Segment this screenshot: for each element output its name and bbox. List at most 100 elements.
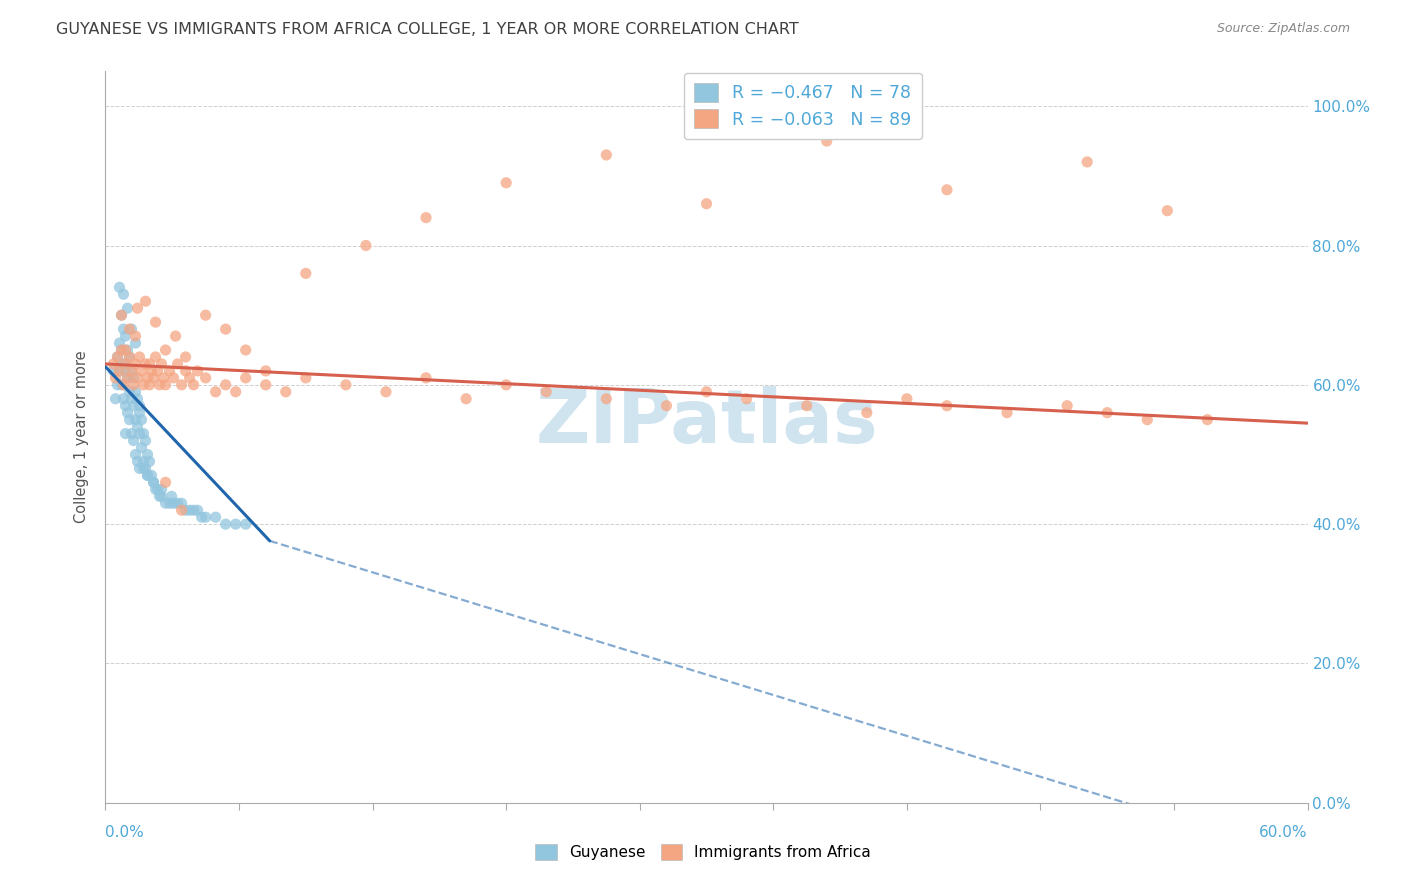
Point bbox=[138, 377, 160, 392]
Point bbox=[112, 357, 135, 371]
Point bbox=[136, 448, 159, 462]
Point bbox=[135, 434, 157, 448]
Point bbox=[235, 517, 257, 532]
Point bbox=[254, 377, 277, 392]
Point bbox=[128, 350, 150, 364]
Point bbox=[117, 343, 139, 357]
Point bbox=[166, 496, 188, 510]
Point bbox=[122, 371, 145, 385]
Point bbox=[122, 434, 145, 448]
Point bbox=[204, 384, 226, 399]
Point bbox=[936, 399, 959, 413]
Point bbox=[696, 384, 718, 399]
Point bbox=[114, 329, 136, 343]
Point bbox=[254, 364, 277, 378]
Point bbox=[295, 371, 318, 385]
Point bbox=[183, 377, 205, 392]
Point bbox=[190, 510, 212, 524]
Text: GUYANESE VS IMMIGRANTS FROM AFRICA COLLEGE, 1 YEAR OR MORE CORRELATION CHART: GUYANESE VS IMMIGRANTS FROM AFRICA COLLE… bbox=[56, 22, 799, 37]
Point bbox=[655, 399, 678, 413]
Point bbox=[187, 364, 209, 378]
Point bbox=[128, 426, 150, 441]
Point bbox=[214, 377, 236, 392]
Point bbox=[148, 489, 170, 503]
Point bbox=[595, 148, 617, 162]
Point bbox=[110, 308, 132, 322]
Point bbox=[225, 517, 247, 532]
Point bbox=[150, 357, 173, 371]
Point bbox=[128, 461, 150, 475]
Point bbox=[159, 364, 181, 378]
Point bbox=[118, 350, 141, 364]
Point bbox=[150, 483, 173, 497]
Point bbox=[107, 350, 129, 364]
Point bbox=[118, 322, 141, 336]
Point bbox=[103, 364, 125, 378]
Point bbox=[124, 357, 146, 371]
Point bbox=[165, 329, 187, 343]
Point bbox=[1076, 155, 1098, 169]
Point bbox=[148, 377, 170, 392]
Point bbox=[132, 426, 155, 441]
Point bbox=[110, 308, 132, 322]
Point bbox=[141, 364, 163, 378]
Point bbox=[162, 371, 184, 385]
Point bbox=[152, 371, 174, 385]
Point bbox=[174, 503, 197, 517]
Point bbox=[155, 343, 177, 357]
Text: ZIPatlas: ZIPatlas bbox=[536, 386, 877, 459]
Point bbox=[145, 350, 167, 364]
Point bbox=[117, 406, 139, 420]
Point bbox=[1097, 406, 1119, 420]
Point bbox=[179, 371, 201, 385]
Point bbox=[815, 134, 838, 148]
Point bbox=[131, 441, 153, 455]
Point bbox=[127, 392, 149, 406]
Point bbox=[170, 503, 193, 517]
Point bbox=[142, 371, 165, 385]
Point bbox=[145, 483, 167, 497]
Point bbox=[235, 371, 257, 385]
Point bbox=[121, 426, 143, 441]
Point bbox=[107, 350, 129, 364]
Legend: Guyanese, Immigrants from Africa: Guyanese, Immigrants from Africa bbox=[529, 838, 877, 866]
Point bbox=[145, 315, 167, 329]
Text: Source: ZipAtlas.com: Source: ZipAtlas.com bbox=[1216, 22, 1350, 36]
Point bbox=[135, 461, 157, 475]
Point bbox=[735, 392, 758, 406]
Point bbox=[124, 412, 146, 426]
Point bbox=[127, 419, 149, 434]
Point bbox=[995, 406, 1018, 420]
Point bbox=[187, 503, 209, 517]
Point bbox=[136, 468, 159, 483]
Point bbox=[214, 517, 236, 532]
Point bbox=[104, 392, 127, 406]
Point bbox=[936, 183, 959, 197]
Point bbox=[415, 371, 437, 385]
Point bbox=[118, 350, 141, 364]
Point bbox=[495, 377, 517, 392]
Point bbox=[142, 475, 165, 490]
Point bbox=[114, 343, 136, 357]
Point bbox=[855, 406, 877, 420]
Point bbox=[896, 392, 918, 406]
Point bbox=[194, 510, 217, 524]
Point bbox=[204, 510, 226, 524]
Y-axis label: College, 1 year or more: College, 1 year or more bbox=[75, 351, 90, 524]
Point bbox=[112, 377, 135, 392]
Point bbox=[170, 496, 193, 510]
Point bbox=[155, 475, 177, 490]
Point bbox=[118, 384, 141, 399]
Point bbox=[131, 412, 153, 426]
Text: 0.0%: 0.0% bbox=[105, 825, 145, 840]
Point bbox=[170, 377, 193, 392]
Point bbox=[107, 377, 129, 392]
Point bbox=[132, 461, 155, 475]
Point bbox=[1056, 399, 1078, 413]
Point bbox=[110, 343, 132, 357]
Legend: R = −0.467   N = 78, R = −0.063   N = 89: R = −0.467 N = 78, R = −0.063 N = 89 bbox=[683, 73, 922, 139]
Point bbox=[495, 176, 517, 190]
Point bbox=[166, 357, 188, 371]
Point bbox=[103, 357, 125, 371]
Point bbox=[796, 399, 818, 413]
